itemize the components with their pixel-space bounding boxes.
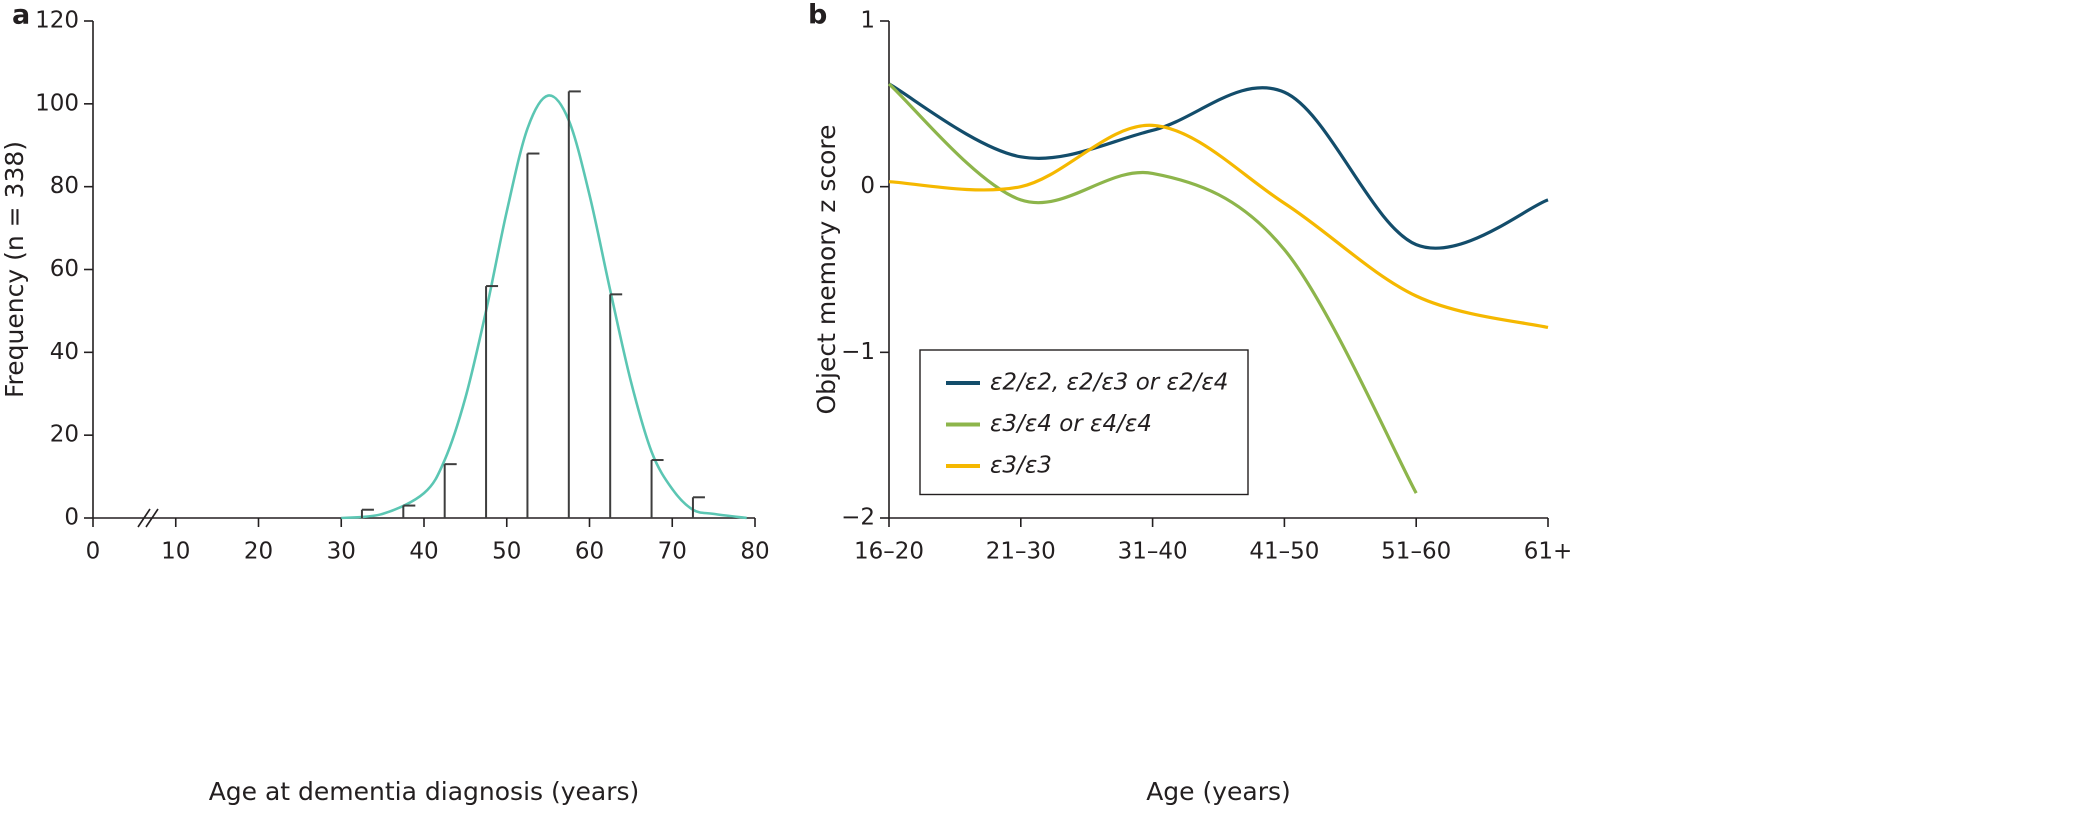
y-tick-label: 120 <box>35 8 79 34</box>
x-tick-label: 16–20 <box>854 539 924 565</box>
x-tick-label: 41–50 <box>1249 539 1319 565</box>
stem <box>609 293 623 518</box>
x-tick-label: 60 <box>575 539 604 565</box>
panel-label: b <box>808 0 827 31</box>
x-axis-title: Age at dementia diagnosis (years) <box>209 777 640 806</box>
x-tick-label: 10 <box>161 539 190 565</box>
stem <box>360 508 374 518</box>
x-axis-title: Age (years) <box>1146 777 1291 806</box>
stem <box>485 285 499 518</box>
legend-label: ε2/ε2, ε2/ε3 or ε2/ε4 <box>990 370 1228 396</box>
y-tick-label: −1 <box>841 339 875 365</box>
y-tick-label: −2 <box>841 505 875 531</box>
y-tick-label: 1 <box>860 8 875 34</box>
x-tick-label: 20 <box>244 539 273 565</box>
legend-box <box>919 349 1249 496</box>
series-line <box>888 82 1549 250</box>
y-axis-title: Frequency (n = 338) <box>0 141 29 398</box>
y-axis-title: Object memory z score <box>812 124 841 414</box>
x-tick-label: 51–60 <box>1381 539 1451 565</box>
x-tick-label: 61+ <box>1524 539 1573 565</box>
stem <box>443 463 457 518</box>
y-tick-label: 0 <box>64 505 79 531</box>
x-tick-label: 40 <box>409 539 438 565</box>
x-tick-label: 80 <box>740 539 769 565</box>
x-tick-label: 50 <box>492 539 521 565</box>
panel-label: a <box>12 0 30 31</box>
x-tick-label: 70 <box>658 539 687 565</box>
x-tick-label: 31–40 <box>1118 539 1188 565</box>
y-tick-label: 80 <box>50 173 79 199</box>
stem <box>567 90 581 518</box>
series-line <box>887 82 1418 494</box>
legend-label: ε3/ε4 or ε4/ε4 <box>990 411 1152 437</box>
y-tick-label: 60 <box>50 256 79 282</box>
y-tick-label: 20 <box>50 422 79 448</box>
x-tick-label: 21–30 <box>986 539 1056 565</box>
stem <box>402 504 416 518</box>
legend-label: ε3/ε3 <box>990 453 1052 479</box>
x-tick-label: 0 <box>86 539 101 565</box>
stem <box>691 496 705 518</box>
legend: ε2/ε2, ε2/ε3 or ε2/ε4 ε3/ε4 or ε4/ε4 ε3/ε3 <box>919 349 1249 496</box>
y-tick-label: 100 <box>35 90 79 116</box>
stem <box>650 459 664 518</box>
y-tick-label: 0 <box>860 173 875 199</box>
y-tick-label: 40 <box>50 339 79 365</box>
series-line <box>888 123 1549 330</box>
stem <box>526 152 540 518</box>
x-tick-label: 30 <box>327 539 356 565</box>
fit-curve <box>341 94 747 520</box>
